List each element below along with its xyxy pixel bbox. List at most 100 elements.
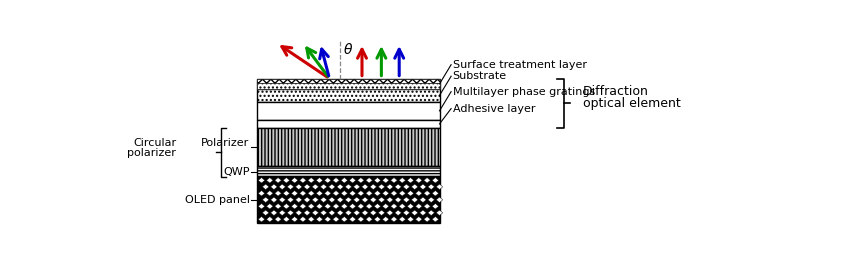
Polygon shape xyxy=(299,216,306,222)
Polygon shape xyxy=(332,191,339,196)
Polygon shape xyxy=(303,197,310,203)
Polygon shape xyxy=(420,210,426,215)
Polygon shape xyxy=(308,191,314,196)
Polygon shape xyxy=(312,184,319,190)
Polygon shape xyxy=(263,210,269,215)
Polygon shape xyxy=(411,210,418,215)
Polygon shape xyxy=(345,197,352,203)
Polygon shape xyxy=(308,216,314,222)
Polygon shape xyxy=(316,178,323,183)
Polygon shape xyxy=(411,184,418,190)
Polygon shape xyxy=(416,178,422,183)
Polygon shape xyxy=(362,184,368,190)
Polygon shape xyxy=(391,191,397,196)
Polygon shape xyxy=(283,204,290,209)
Text: Multilayer phase gratings: Multilayer phase gratings xyxy=(453,87,595,97)
Polygon shape xyxy=(358,178,364,183)
Polygon shape xyxy=(378,197,385,203)
Polygon shape xyxy=(316,216,323,222)
Text: optical element: optical element xyxy=(583,97,681,110)
Polygon shape xyxy=(407,204,414,209)
Polygon shape xyxy=(325,178,331,183)
Polygon shape xyxy=(366,178,372,183)
Bar xyxy=(258,83,439,89)
Polygon shape xyxy=(349,204,356,209)
Polygon shape xyxy=(275,178,281,183)
Text: OLED panel: OLED panel xyxy=(184,195,250,205)
Polygon shape xyxy=(387,197,394,203)
Polygon shape xyxy=(270,210,277,215)
Polygon shape xyxy=(263,197,269,203)
Polygon shape xyxy=(366,216,372,222)
Polygon shape xyxy=(411,197,418,203)
Polygon shape xyxy=(325,191,331,196)
Polygon shape xyxy=(358,204,364,209)
Polygon shape xyxy=(345,184,352,190)
Text: Substrate: Substrate xyxy=(453,71,507,81)
Polygon shape xyxy=(292,216,298,222)
Polygon shape xyxy=(341,178,348,183)
Polygon shape xyxy=(303,210,310,215)
Polygon shape xyxy=(320,184,327,190)
Polygon shape xyxy=(391,216,397,222)
Text: Surface treatment layer: Surface treatment layer xyxy=(453,60,586,70)
Polygon shape xyxy=(279,210,286,215)
Polygon shape xyxy=(316,191,323,196)
Polygon shape xyxy=(320,197,327,203)
Polygon shape xyxy=(403,184,410,190)
Text: Circular: Circular xyxy=(133,138,176,148)
Polygon shape xyxy=(420,197,426,203)
Polygon shape xyxy=(399,191,405,196)
Polygon shape xyxy=(320,210,327,215)
Polygon shape xyxy=(299,178,306,183)
Polygon shape xyxy=(258,191,265,196)
Polygon shape xyxy=(436,210,443,215)
Polygon shape xyxy=(387,184,394,190)
Polygon shape xyxy=(378,184,385,190)
Polygon shape xyxy=(292,204,298,209)
Polygon shape xyxy=(407,178,414,183)
Polygon shape xyxy=(329,210,335,215)
Polygon shape xyxy=(283,216,290,222)
Polygon shape xyxy=(394,210,401,215)
Polygon shape xyxy=(258,216,265,222)
Polygon shape xyxy=(358,191,364,196)
Polygon shape xyxy=(329,184,335,190)
Polygon shape xyxy=(258,204,265,209)
Polygon shape xyxy=(296,210,302,215)
Polygon shape xyxy=(432,216,439,222)
Text: QWP: QWP xyxy=(223,167,250,177)
Polygon shape xyxy=(296,184,302,190)
Polygon shape xyxy=(370,197,377,203)
Polygon shape xyxy=(275,204,281,209)
Polygon shape xyxy=(275,216,281,222)
Polygon shape xyxy=(279,197,286,203)
Polygon shape xyxy=(399,178,405,183)
Text: Diffraction: Diffraction xyxy=(583,85,649,98)
Polygon shape xyxy=(267,216,273,222)
Polygon shape xyxy=(424,178,430,183)
Polygon shape xyxy=(287,197,294,203)
Polygon shape xyxy=(432,191,439,196)
Polygon shape xyxy=(407,191,414,196)
Polygon shape xyxy=(325,216,331,222)
Polygon shape xyxy=(316,204,323,209)
Polygon shape xyxy=(362,197,368,203)
Polygon shape xyxy=(436,184,443,190)
Polygon shape xyxy=(270,197,277,203)
Polygon shape xyxy=(424,216,430,222)
Polygon shape xyxy=(374,191,381,196)
Polygon shape xyxy=(299,204,306,209)
Polygon shape xyxy=(332,216,339,222)
Polygon shape xyxy=(407,216,414,222)
Polygon shape xyxy=(416,216,422,222)
Polygon shape xyxy=(370,210,377,215)
Polygon shape xyxy=(403,210,410,215)
Bar xyxy=(258,177,439,222)
Polygon shape xyxy=(337,197,343,203)
Polygon shape xyxy=(341,191,348,196)
Polygon shape xyxy=(362,210,368,215)
Polygon shape xyxy=(279,184,286,190)
Polygon shape xyxy=(382,204,389,209)
Polygon shape xyxy=(303,184,310,190)
